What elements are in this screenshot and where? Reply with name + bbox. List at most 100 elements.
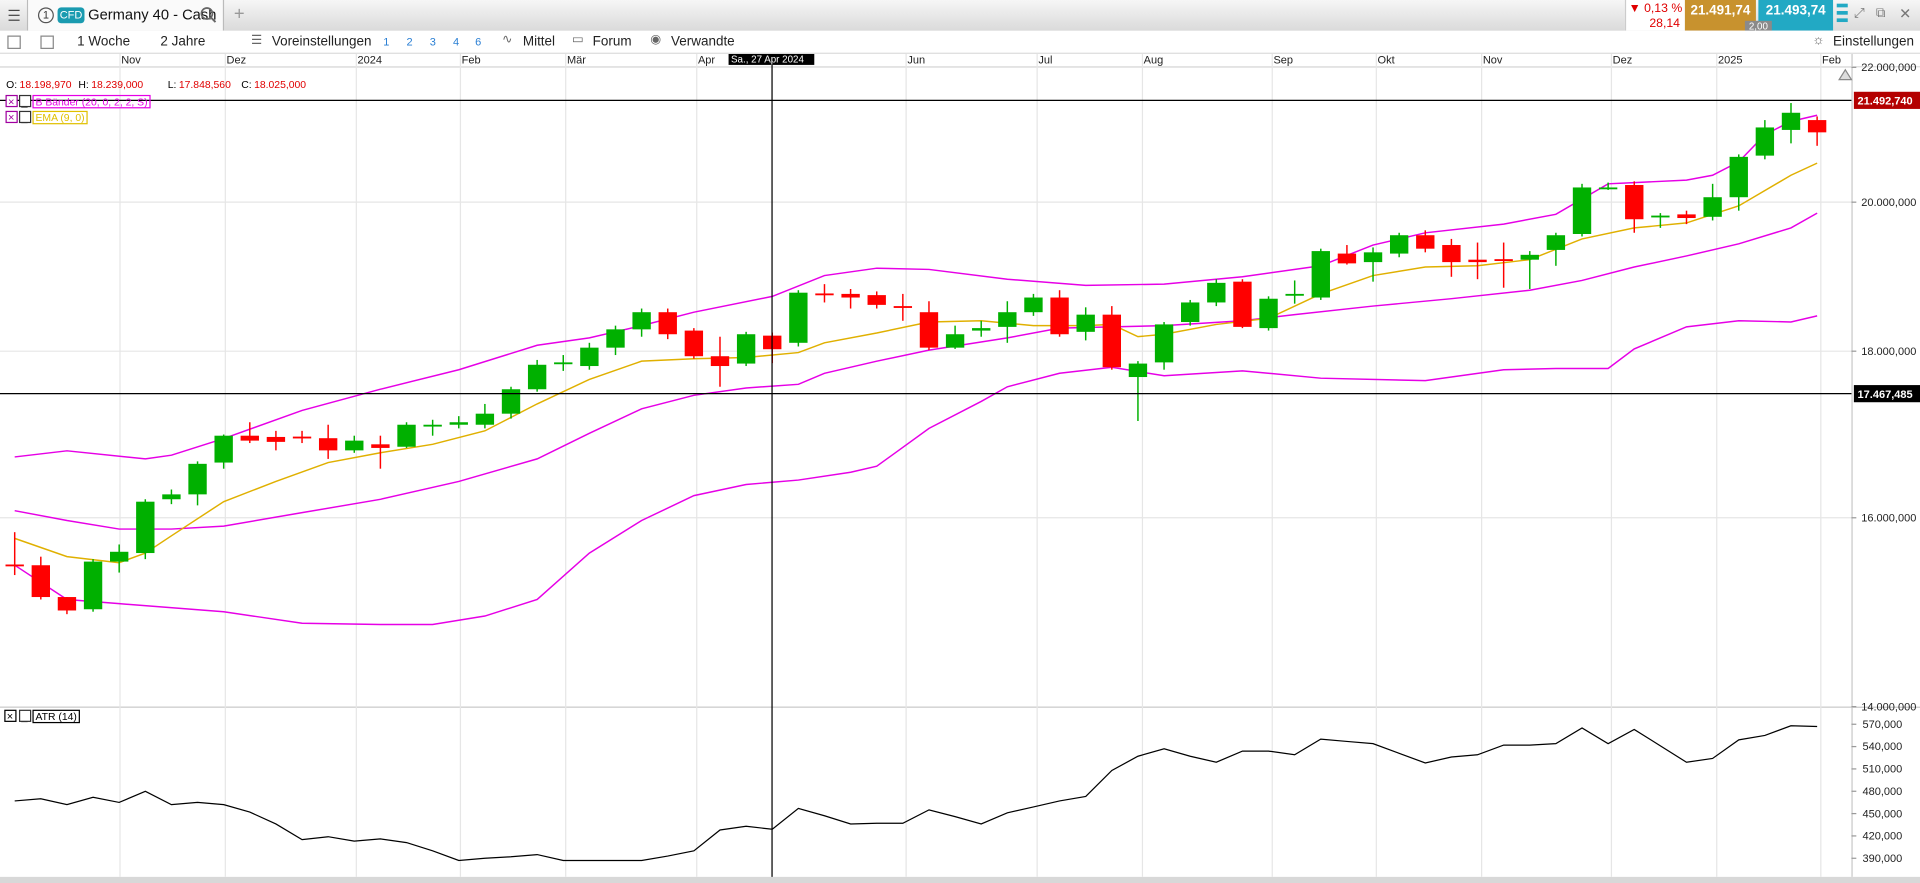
candle-body	[1468, 259, 1487, 263]
crosshair-label-box	[728, 52, 815, 65]
candle-body	[736, 334, 756, 364]
candle-body	[945, 334, 965, 348]
candle-body	[240, 435, 259, 441]
preset[interactable]: 4	[453, 35, 460, 48]
period-select[interactable]: 1 Woche	[77, 34, 131, 49]
x-tick-label: Dez	[227, 55, 247, 67]
indicator-label-box	[32, 110, 88, 125]
preset[interactable]: 1	[383, 35, 390, 48]
candle-body	[1807, 120, 1827, 133]
ohlc-key: L:	[168, 80, 177, 91]
candle-body	[1285, 293, 1304, 296]
candle-body	[109, 551, 129, 562]
menu-icon	[8, 9, 20, 12]
spread: 2,00	[1744, 20, 1772, 32]
badge: CFD	[57, 7, 85, 24]
depth-bar	[1836, 11, 1848, 15]
atr-tick-label: 390,000	[1862, 853, 1902, 865]
minimize-button	[18, 110, 32, 124]
related-button[interactable]: Verwandte	[671, 34, 735, 49]
candle-body	[136, 501, 155, 554]
indicator-button[interactable]: Mittel	[522, 34, 556, 49]
change-absolute: 28,14	[1649, 17, 1681, 31]
indicator-line	[14, 114, 1818, 460]
x-tick-label: Nov	[121, 55, 141, 67]
candle-body	[1076, 314, 1095, 332]
list-icon[interactable]	[7, 35, 21, 49]
candle-body	[710, 356, 730, 367]
atr-tick-label: 540,000	[1862, 741, 1902, 753]
menu-icon	[8, 14, 20, 16]
range-select[interactable]: 2 Jahre	[160, 34, 206, 49]
candle-body	[554, 362, 573, 365]
layout-icon[interactable]	[40, 35, 54, 49]
grid	[0, 52, 1852, 877]
x-tick-label: Aug	[1144, 55, 1164, 67]
sell-price[interactable]: 21.491,74	[1684, 0, 1756, 31]
popout-icon[interactable]: ⧉	[1875, 6, 1886, 21]
ohlc-key: C:	[241, 80, 251, 91]
candle-body	[658, 312, 677, 335]
settings-icon: ☼	[1812, 33, 1825, 48]
candle-body	[1625, 185, 1644, 220]
candle-body	[57, 597, 77, 611]
candle-body	[31, 565, 50, 598]
candle-body	[1494, 259, 1513, 262]
preset[interactable]: 6	[475, 35, 482, 48]
top-bar: 1 CFD Germany 40 - Cash + ▼ 0,13 % 28,14…	[0, 0, 1920, 32]
candle-body	[345, 440, 364, 451]
candle-body	[1050, 297, 1069, 335]
candle-body	[292, 436, 312, 439]
candle-body	[397, 424, 416, 447]
x-tick-label: Apr	[698, 55, 715, 67]
bottom-bar	[0, 876, 1920, 883]
remove-button	[5, 94, 18, 108]
search-icon[interactable]	[200, 6, 217, 23]
candle-body	[1729, 156, 1748, 198]
menu-icon	[8, 19, 20, 21]
candle-body	[214, 435, 233, 463]
settings-button[interactable]: Einstellungen	[1833, 34, 1914, 49]
atr-line	[14, 725, 1818, 862]
x-tick-label: Dez	[1613, 55, 1633, 67]
remove-button-glyph: ×	[8, 96, 14, 108]
x-tick-label: Jul	[1038, 55, 1052, 67]
presets-button[interactable]: Voreinstellungen	[271, 34, 372, 49]
indicator-label-box	[32, 94, 151, 109]
change-percent: ▼ 0,13 %	[1628, 2, 1683, 16]
candle-body	[1703, 197, 1722, 217]
close-icon[interactable]: ✕	[1899, 4, 1912, 23]
ohlc-label: O: 18.198,970	[6, 80, 72, 91]
x-tick-label: Jun	[907, 55, 925, 67]
candle-body	[1572, 187, 1592, 234]
candle-body	[475, 413, 495, 425]
candle-body	[1207, 282, 1226, 303]
menu-button[interactable]	[0, 0, 29, 31]
candle-body	[580, 347, 599, 367]
preset[interactable]: 2	[406, 35, 413, 48]
candle-body	[83, 561, 103, 610]
add-tab[interactable]: +	[233, 3, 245, 25]
crosshair-label: Sa., 27 Apr 2024	[731, 54, 804, 65]
preset[interactable]: 3	[429, 35, 436, 48]
candle-body	[449, 422, 468, 425]
candle-body	[1337, 253, 1357, 264]
instrument-name: Germany 40 - Cash	[88, 6, 217, 24]
candle-body	[684, 330, 704, 357]
indicator-label: B Bänder (20, 0, 2, 2, S)	[36, 97, 148, 108]
candle-body	[162, 494, 181, 500]
candle-body	[972, 328, 991, 331]
forum-button[interactable]: Forum	[592, 34, 632, 49]
expand-icon[interactable]: ⤢	[1853, 6, 1865, 21]
atr-label-box	[32, 709, 80, 724]
minimize-button	[18, 94, 32, 108]
y-tick-label: 14.000,000	[1861, 701, 1916, 713]
remove-button	[5, 110, 18, 124]
candle-body	[1598, 187, 1618, 190]
ohlc-label: H: 18.239,000	[78, 80, 143, 91]
scale-icon[interactable]	[1838, 68, 1853, 81]
price-label-box	[1853, 385, 1920, 403]
atr-minimize-button	[18, 709, 32, 722]
related-icon: ◉	[650, 33, 661, 47]
